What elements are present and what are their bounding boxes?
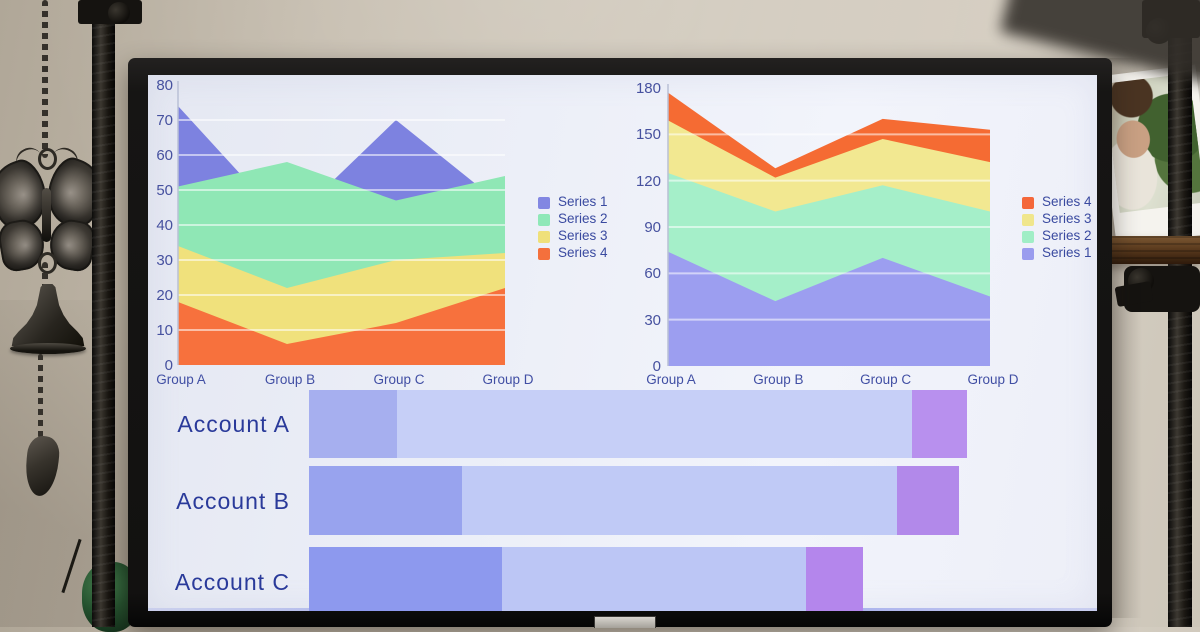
monitor-stand [594, 616, 656, 628]
bar-row-label: Account C [174, 569, 290, 595]
legend-swatch [538, 197, 550, 209]
legend-label: Series 4 [1042, 194, 1092, 209]
y-tick-label: 120 [635, 172, 661, 190]
legend-swatch [1022, 248, 1034, 260]
legend-label: Series 2 [558, 211, 608, 226]
chime-chain-lower [38, 354, 43, 438]
y-tick-label: 0 [652, 358, 661, 375]
wooden-shelf [1100, 236, 1200, 264]
metal-pole-right [1168, 0, 1192, 627]
y-tick-label: 10 [156, 322, 173, 339]
y-tick-label: 90 [644, 219, 661, 236]
x-tick-label: Group A [156, 372, 206, 387]
x-tick-label: Group A [646, 372, 696, 387]
chime-chain-top [42, 0, 48, 158]
bar-segment-1 [309, 466, 462, 535]
butterfly-body [42, 188, 51, 242]
bar-segment-1 [309, 390, 397, 458]
y-tick-label: 60 [156, 147, 173, 164]
y-tick-label: 40 [156, 217, 173, 234]
bar-row-label: Account A [177, 411, 290, 437]
legend-swatch [1022, 231, 1034, 243]
bar-segment-2 [462, 466, 897, 535]
pole-clamp-knob [108, 2, 130, 24]
bar-segment-2 [397, 390, 912, 458]
bar-segment-3 [912, 390, 967, 458]
bell-rim [10, 343, 86, 354]
x-tick-label: Group C [860, 372, 912, 387]
y-tick-label: 0 [164, 357, 173, 374]
legend-label: Series 3 [558, 228, 608, 243]
legend-swatch [1022, 214, 1034, 226]
monitor-screen: 80 70 60 50 40 30 20 10 0 Group A Group B Group C Gr… [148, 75, 1097, 611]
x-tick-label: Group D [482, 372, 534, 387]
legend-swatch [1022, 197, 1034, 209]
x-tick-label: Group B [264, 372, 316, 387]
x-tick-label: Group D [967, 372, 1019, 387]
legend-label: Series 3 [1042, 211, 1092, 226]
y-tick-label: 180 [635, 80, 661, 97]
chain-ring [38, 148, 57, 170]
bar-segment-2 [502, 547, 806, 611]
bar-row [309, 547, 1097, 611]
y-tick-label: 80 [156, 77, 173, 94]
y-tick-label: 150 [635, 126, 661, 144]
x-tick-label: Group B [753, 372, 804, 387]
y-tick-label: 30 [644, 311, 661, 329]
y-tick-label: 30 [156, 252, 173, 269]
area-charts-canvas [177, 81, 990, 366]
bar-row [309, 466, 1097, 535]
bar-row-label: Account B [176, 487, 290, 514]
legend-label: Series 1 [558, 194, 608, 209]
metal-pole-left [92, 0, 115, 627]
legend-label: Series 4 [558, 245, 608, 260]
area-series [668, 251, 990, 366]
bar-row [309, 390, 1097, 458]
bar-segment-3 [806, 547, 863, 611]
bar-segment-1 [309, 547, 502, 611]
legend-swatch [538, 248, 550, 260]
legend-label: Series 1 [1042, 245, 1092, 260]
bar-segment-3 [897, 466, 959, 535]
x-tick-label: Group C [373, 372, 425, 387]
y-tick-label: 50 [156, 182, 173, 199]
legend-label: Series 2 [1042, 228, 1092, 243]
legend-swatch [538, 231, 550, 243]
legend-swatch [538, 214, 550, 226]
y-tick-label: 60 [644, 265, 661, 283]
y-tick-label: 20 [156, 287, 173, 304]
y-tick-label: 70 [156, 112, 173, 129]
area-series [178, 288, 505, 365]
chime-chain-mid [42, 262, 48, 288]
